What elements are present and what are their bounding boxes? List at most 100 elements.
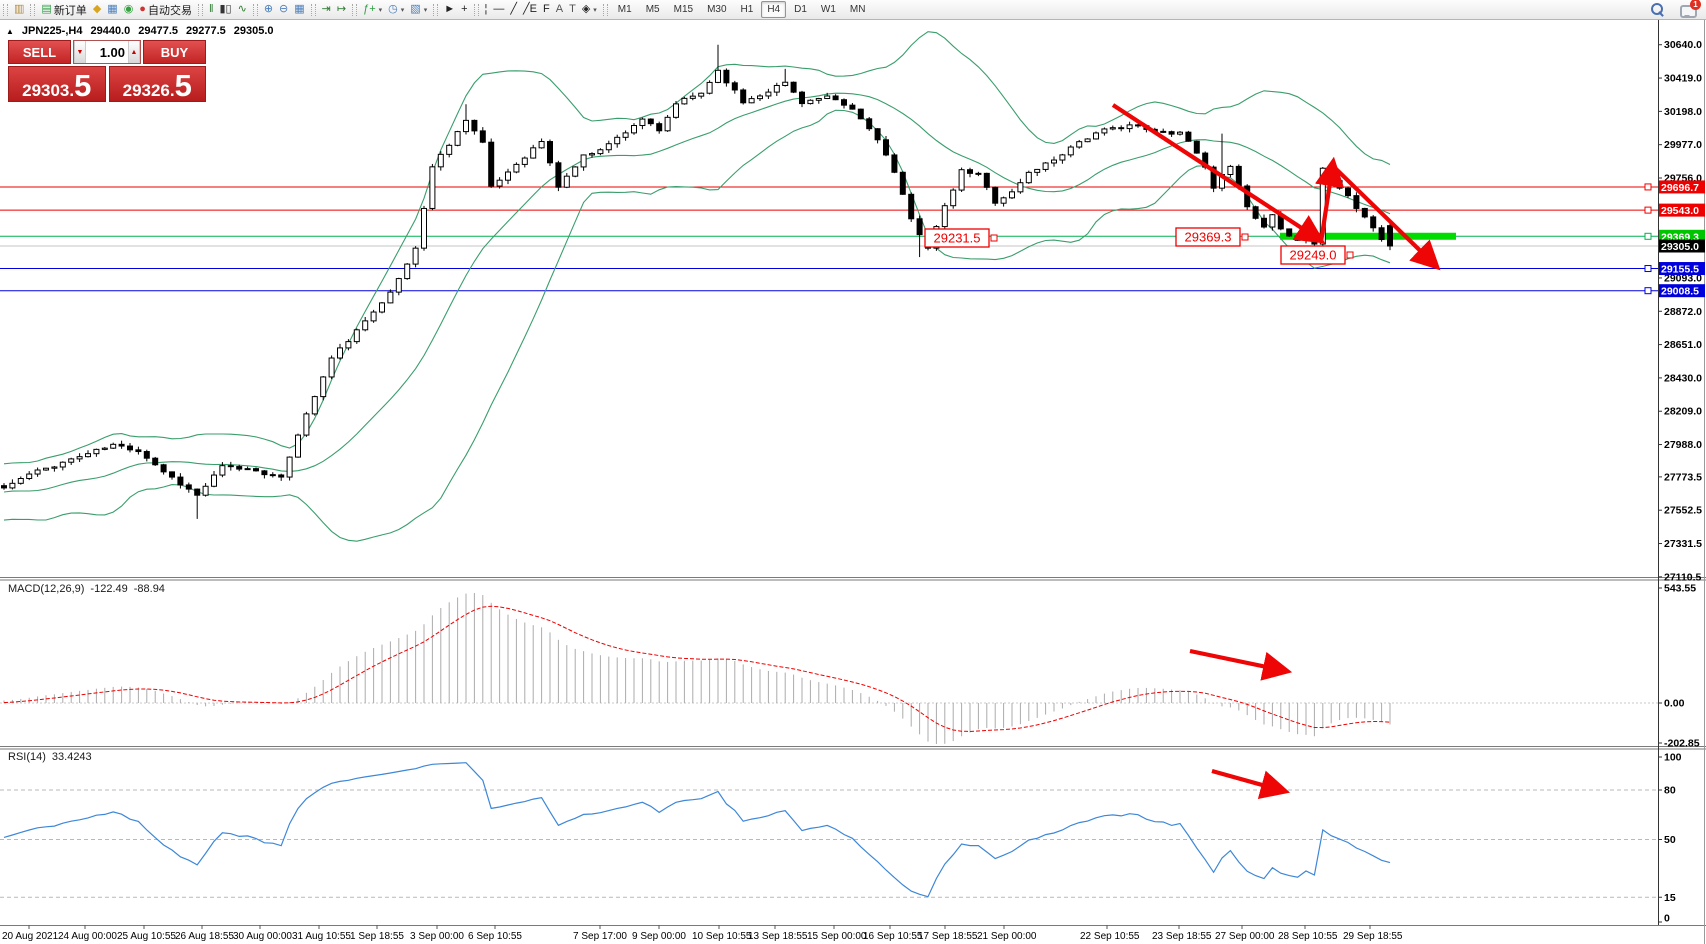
app-chart-icon[interactable]: ▥ — [11, 1, 27, 18]
timeframe-button-w1[interactable]: W1 — [820, 4, 836, 15]
candle-up — [1000, 197, 1007, 204]
crosshair-button[interactable]: + — [458, 1, 470, 18]
signals-button[interactable]: ◉ — [121, 1, 137, 18]
price-callout-29369.3[interactable]: 29369.3 — [1175, 227, 1249, 247]
trendline-button[interactable]: ╱ — [507, 1, 520, 18]
bar-chart-button[interactable]: ‖ — [206, 1, 217, 18]
timeframe-button-m30[interactable]: M30 — [707, 4, 727, 15]
bar-chart-icon: ‖ — [208, 3, 214, 15]
candle-up — [244, 468, 251, 471]
line-anchor-square[interactable] — [1644, 206, 1652, 214]
date-label: 3 Sep 00:00 — [410, 931, 464, 942]
line-anchor-square[interactable] — [1644, 183, 1652, 191]
sell-price[interactable]: 29303. 5 — [8, 66, 106, 102]
trend-arrow-1[interactable] — [1111, 103, 1326, 244]
candle-down — [916, 218, 923, 236]
candle-down — [908, 193, 915, 220]
indicators-button[interactable]: ƒ+ ▾ — [360, 1, 385, 18]
text-label-button[interactable]: T — [566, 1, 579, 18]
macd-name: MACD(12,26,9) — [8, 583, 85, 595]
svg-text:29543.0: 29543.0 — [1661, 205, 1699, 217]
notifications-icon[interactable]: 1 — [1680, 0, 1701, 18]
line-anchor-square[interactable] — [1644, 265, 1652, 273]
toolbar-separator — [252, 3, 258, 16]
vertical-line-button[interactable]: ¦ — [482, 1, 491, 18]
chevron-down-icon: ▾ — [378, 6, 383, 14]
candle-down — [832, 95, 839, 101]
sell-button[interactable]: SELL — [8, 40, 71, 64]
fibonacci-button[interactable]: F — [540, 1, 553, 18]
timeframe-button-h1[interactable]: H1 — [740, 4, 754, 15]
new-order-button[interactable]: ▤ 新订单 — [38, 1, 89, 18]
price-tick-label: 28209.0 — [1664, 406, 1702, 418]
arrows-button[interactable]: ◈ ▾ — [579, 1, 600, 18]
candle-up — [337, 347, 343, 359]
timeframe-button-m15[interactable]: M15 — [673, 4, 694, 15]
cursor-button[interactable]: ► — [441, 1, 458, 18]
market-depth-button[interactable]: ▦ — [104, 1, 120, 18]
candle-up — [1051, 159, 1057, 164]
line-anchor-square[interactable] — [1644, 232, 1652, 240]
candle-down — [1160, 130, 1167, 133]
candle-up — [1042, 162, 1049, 170]
volume-decrease-button[interactable]: ▼ — [74, 41, 86, 63]
timeframe-button-h4[interactable]: H4 — [761, 1, 787, 18]
candle-up — [824, 95, 831, 100]
date-label: 16 Sep 10:55 — [863, 931, 923, 942]
candle-up — [689, 95, 696, 99]
zoom-out-button[interactable]: ⊖ — [276, 1, 291, 18]
candle-down — [1261, 217, 1267, 228]
volume-input[interactable] — [86, 41, 128, 63]
price-callout-29249.0[interactable]: 29249.0 — [1280, 245, 1354, 265]
candle-down — [194, 488, 201, 496]
trendline-icon: ╱ — [510, 3, 518, 15]
candle-up — [59, 461, 66, 468]
periods-icon: ◷ — [388, 3, 398, 15]
horizontal-line-button[interactable]: — — [490, 1, 507, 18]
candle-down — [278, 474, 285, 478]
candle-down — [547, 141, 553, 164]
auto-trading-icon: ● — [139, 3, 146, 15]
trend-arrow-5[interactable] — [1211, 768, 1291, 799]
auto-scroll-button[interactable]: ⇥ — [319, 1, 334, 18]
tile-windows-button[interactable]: ▦ — [291, 1, 307, 18]
timeframe-button-d1[interactable]: D1 — [794, 4, 807, 15]
text-button[interactable]: A — [553, 1, 566, 18]
gold-symbols-button[interactable]: ◆ — [90, 1, 104, 18]
svg-text:29231.5: 29231.5 — [934, 231, 981, 246]
toolbar-separator — [197, 3, 203, 16]
trend-arrow-3[interactable] — [1333, 166, 1441, 271]
timeframe-button-m1[interactable]: M1 — [617, 4, 632, 15]
equidistant-channel-button[interactable]: ╱E — [520, 1, 540, 18]
date-label: 13 Sep 18:55 — [748, 931, 808, 942]
candle-down — [177, 476, 184, 486]
timeframe-button-mn[interactable]: MN — [849, 4, 866, 15]
buy-price[interactable]: 29326. 5 — [108, 66, 206, 102]
volume-increase-button[interactable]: ▲ — [128, 41, 140, 63]
periods-button[interactable]: ◷ ▾ — [385, 1, 407, 18]
zoom-in-button[interactable]: ⊕ — [261, 1, 276, 18]
chart-shift-button[interactable]: ↦ — [334, 1, 349, 18]
date-label: 24 Aug 00:00 — [58, 931, 117, 942]
price-callout-29231.5[interactable]: 29231.5 — [924, 228, 998, 248]
buy-button[interactable]: BUY — [143, 40, 206, 64]
candle-up — [1093, 132, 1099, 140]
search-icon[interactable] — [1650, 2, 1666, 17]
price-tick-label: 27331.5 — [1664, 538, 1702, 550]
candle-down — [1185, 131, 1192, 142]
trend-arrow-4[interactable] — [1189, 648, 1293, 681]
timeframe-button-m5[interactable]: M5 — [645, 4, 660, 15]
ohlc-collapse-button[interactable]: ▲ — [6, 26, 14, 36]
line-anchor-square[interactable] — [1644, 287, 1652, 295]
candle-up — [757, 95, 763, 100]
trend-arrow-2[interactable] — [1314, 156, 1345, 243]
templates-button[interactable]: ▧ ▾ — [407, 1, 430, 18]
line-chart-button[interactable]: ∿ — [235, 1, 250, 18]
line-chart-icon: ∿ — [237, 3, 247, 15]
candle-down — [790, 81, 797, 93]
candle-up — [530, 147, 537, 159]
auto-trading-button[interactable]: ● 自动交易 — [136, 1, 195, 18]
toolbar-separator — [433, 3, 439, 16]
candlestick-chart-button[interactable]: ▮▯ — [217, 1, 235, 18]
